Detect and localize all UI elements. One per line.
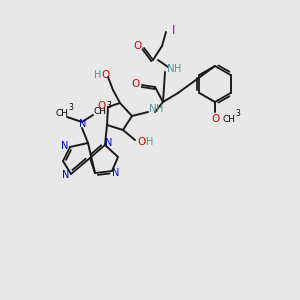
Text: H: H [174,64,182,74]
Text: CH: CH [56,109,68,118]
Text: H: H [156,104,164,114]
Text: O: O [101,70,109,80]
Text: 3: 3 [69,103,74,112]
Text: N: N [167,64,175,74]
Text: N: N [112,168,120,178]
Text: N: N [105,138,113,148]
Text: 3: 3 [106,101,111,110]
Text: H: H [146,137,154,147]
Text: N: N [149,104,157,114]
Text: H: H [94,70,102,80]
Text: CH: CH [223,115,236,124]
Text: CH: CH [94,106,106,116]
Text: O: O [138,137,146,147]
Text: N: N [79,119,87,129]
Text: O: O [133,41,141,51]
Text: O: O [97,101,105,111]
Text: I: I [172,23,176,37]
Text: O: O [212,114,220,124]
Text: O: O [132,79,140,89]
Text: N: N [61,141,69,151]
Text: N: N [62,170,70,180]
Text: 3: 3 [236,109,240,118]
